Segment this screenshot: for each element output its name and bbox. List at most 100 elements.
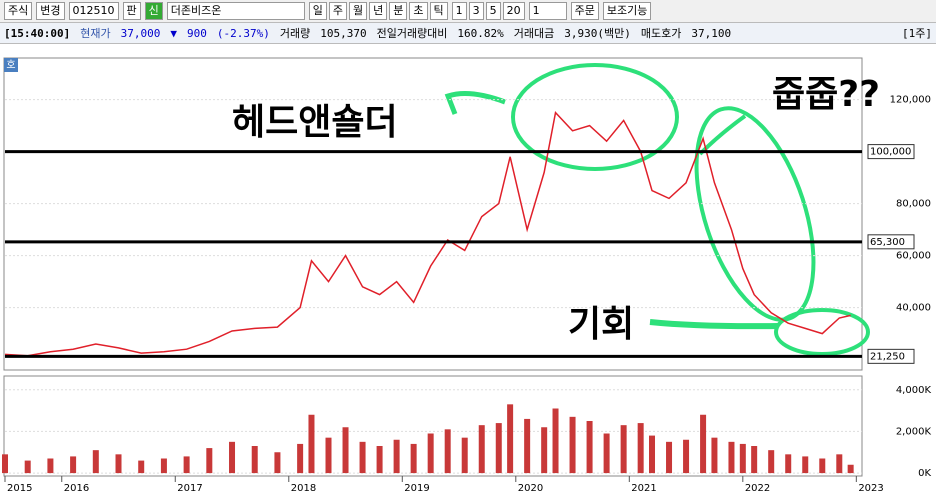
volume-bar [552,408,559,474]
volume-bar [847,464,854,474]
y-tick-label: 120,000 [890,95,931,106]
x-tick-label: 2016 [64,483,89,494]
order[interactable]: 주문 [570,2,599,20]
volume-bar [637,423,644,474]
volume-bar [541,427,548,474]
y-tick-label: 60,000 [896,251,931,262]
corner: 호 [6,59,15,71]
y-tick-label: 40,000 [896,303,931,314]
volume-bar [649,435,656,474]
toolbar-button[interactable]: 월 [349,2,368,20]
amount-label: 거래대금 [513,27,555,40]
change-btn[interactable]: 변경 [36,2,65,20]
level-box [867,144,915,160]
x-tick-label: 2018 [291,483,316,494]
toolbar-button[interactable]: 주 [328,2,347,20]
volume-bar [461,437,468,474]
volume-bar [700,414,707,474]
change-pct: (-2.37%) [216,26,270,40]
toolbar-button[interactable]: 일 [308,2,327,20]
volume-bar [342,427,349,474]
level-box [867,234,915,250]
price-line [4,111,851,357]
volume-bar [274,452,281,474]
y2-tick-label: 4,000K [896,385,932,396]
y2-tick-label: 2,000K [896,426,932,437]
volume-bar [393,439,400,474]
chart: 호 40,000 60,000 80,000 120,000 0K 2,000K 4,000… [2,57,932,494]
volume-bar [251,446,258,474]
toolbar-button[interactable]: 분 [389,2,408,20]
volume-bar [410,443,417,474]
highlight [774,308,870,356]
price: 37,000 [120,26,161,40]
volume-bar [115,454,122,474]
y2-tick-label: 0K [918,468,931,479]
volume-bar [206,448,213,474]
volume-bar [739,443,746,474]
toolbar-button[interactable]: 20 [502,2,525,20]
volume: 105,370 [320,26,367,40]
volume-bar [836,454,843,474]
time: [15:40:00] [4,26,71,40]
level-label: 100,000 [870,147,911,158]
market[interactable]: 주식 [4,2,33,20]
corner-box [4,58,18,72]
volume-bar [495,423,502,474]
volume-bar [24,460,31,474]
x-tick-label: 2023 [858,483,883,494]
toolbar-button[interactable]: 3 [468,2,484,20]
volume-bar [183,456,190,474]
volume-bar [586,421,593,474]
x-tick-label: 2019 [404,483,429,494]
ask: 37,100 [691,26,732,40]
change: 900 [186,26,207,40]
x-tick-label: 2021 [631,483,656,494]
volume-bar [160,458,167,474]
level-label: 65,300 [870,237,905,248]
volume-bar [444,429,451,474]
x-tick-label: 2022 [745,483,770,494]
volume-bar [308,414,315,474]
toolbar-button[interactable]: 년 [369,2,388,20]
volume-bar [70,456,77,474]
annotation: 헤드앤숄더 [232,102,398,143]
volume-bar [2,454,8,474]
toolbar-button[interactable]: 초 [409,2,428,20]
new-badge[interactable]: 신 [144,2,163,20]
volume-bar [427,433,434,474]
prev: 160.82% [457,26,504,40]
amount: 3,930(백만) [564,27,631,40]
volume-bar [666,441,673,474]
intervals: 1 3 5 20 [451,2,525,20]
volume-bar [819,458,826,474]
arrow: ▼ [170,26,177,40]
toolbar-button[interactable]: 5 [485,2,501,20]
volume-bar [785,454,792,474]
volume-bar [229,441,236,474]
volume-bar [728,441,735,474]
code[interactable]: 012510 [68,2,119,20]
count[interactable]: 1 [528,2,567,20]
volume-bar [620,425,627,474]
volume-bar [603,433,610,474]
stock-name[interactable]: 더존비즈온 [166,2,305,20]
volume-bar [359,441,366,474]
board[interactable]: 판 [122,2,141,20]
volume-bar [569,416,576,474]
y-tick-label: 80,000 [896,199,931,210]
annotation: 기회 [568,304,634,345]
volume-bar [376,446,383,474]
price-label: 현재가 [80,27,111,40]
volume-bar [683,439,690,474]
unit: [1주] [902,27,932,40]
volume-bar [524,418,531,474]
aux[interactable]: 보조기능 [602,2,652,20]
toolbar-button[interactable]: 틱 [429,2,448,20]
info-bar: [15:40:00] 현재가 37,000 ▼ 900 (-2.37%) 거래량… [0,23,936,44]
toolbar-button[interactable]: 1 [451,2,467,20]
x-tick-label: 2015 [7,483,32,494]
level-box [867,348,915,364]
